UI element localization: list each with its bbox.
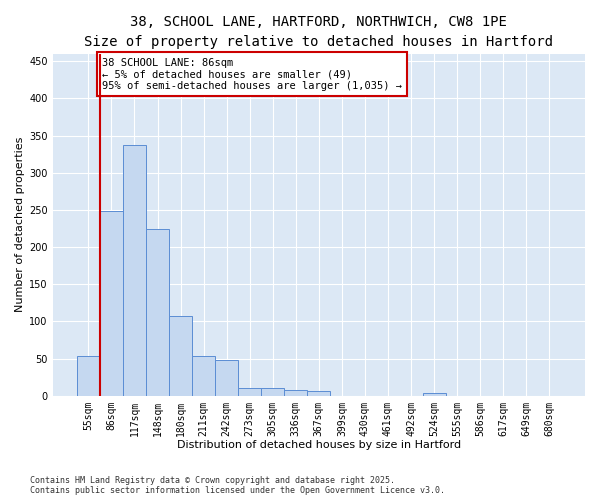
Bar [238,388,261,396]
Bar [169,316,192,396]
Bar [100,210,123,396]
Bar [307,390,331,396]
Text: 38 SCHOOL LANE: 86sqm
← 5% of detached houses are smaller (49)
95% of semi-detac: 38 SCHOOL LANE: 86sqm ← 5% of detached h… [102,58,402,90]
Title: 38, SCHOOL LANE, HARTFORD, NORTHWICH, CW8 1PE
Size of property relative to detac: 38, SCHOOL LANE, HARTFORD, NORTHWICH, CW… [85,15,553,48]
Bar [215,360,238,396]
Bar [422,394,446,396]
Bar [284,390,307,396]
Bar [192,356,215,396]
Bar [261,388,284,396]
Text: Contains HM Land Registry data © Crown copyright and database right 2025.
Contai: Contains HM Land Registry data © Crown c… [30,476,445,495]
Y-axis label: Number of detached properties: Number of detached properties [15,137,25,312]
Bar [123,146,146,396]
X-axis label: Distribution of detached houses by size in Hartford: Distribution of detached houses by size … [177,440,461,450]
Bar [146,229,169,396]
Bar [77,356,100,396]
